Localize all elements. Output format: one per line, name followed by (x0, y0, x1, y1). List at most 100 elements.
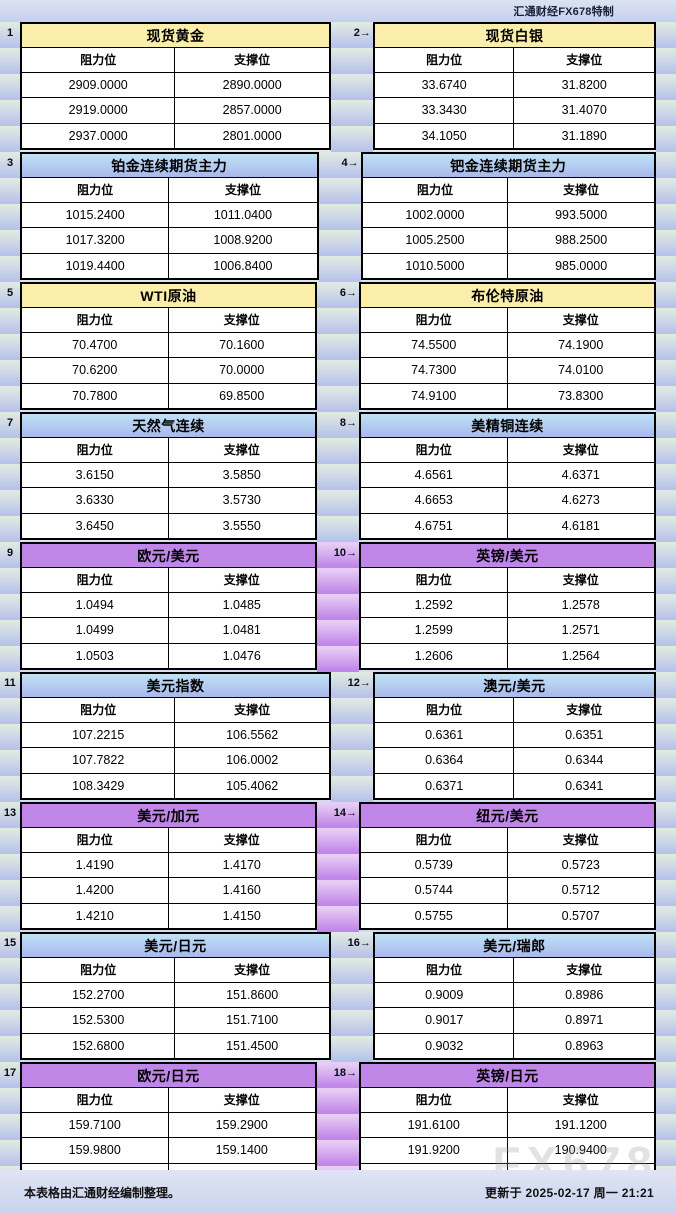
resistance-value: 0.6361 (375, 723, 515, 748)
resistance-column-header: 阻力位 (375, 698, 515, 722)
levels-body: 0.5739 0.5723 0.5744 0.5712 0.5755 0.5707 (361, 853, 654, 928)
row-number-gutter-right (656, 1062, 676, 1192)
instrument-card: 纽元/美元 阻力位 支撑位 0.5739 0.5723 0.5744 0.5712 0.575… (359, 802, 656, 930)
table-row: 4.6751 4.6181 (361, 513, 654, 538)
table-row: 74.7300 74.0100 (361, 358, 654, 384)
support-column-header: 支撑位 (566, 703, 603, 717)
support-value: 151.7100 (226, 1013, 279, 1028)
levels-body: 1.2592 1.2578 1.2599 1.2571 1.2606 1.2564 (361, 593, 654, 668)
resistance-column-header: 阻力位 (375, 48, 515, 72)
row-number-label: 4→ (341, 157, 359, 169)
row-number-label: 7 (6, 417, 14, 429)
resistance-column-header: 阻力位 (361, 568, 508, 592)
block-row: 7 天然气连续 阻力位 支撑位 3.6150 3.5850 3.6330 3.5730 3.64… (0, 412, 676, 542)
support-column-header: 支撑位 (563, 183, 600, 197)
resistance-column-header: 阻力位 (363, 178, 509, 202)
levels-body: 1.0494 1.0485 1.0499 1.0481 1.0503 1.0476 (22, 593, 315, 668)
support-value: 2801.0000 (222, 128, 282, 143)
levels-body: 1002.0000 993.5000 1005.2500 988.2500 1010.5… (362, 203, 654, 278)
levels-body: 0.9009 0.8986 0.9017 0.8971 0.9032 0.8963 (374, 983, 654, 1058)
levels-body: 33.6740 31.8200 33.3430 31.4070 34.1050 31.18… (374, 73, 654, 148)
table-row: 70.4700 70.1600 (22, 333, 315, 359)
row-number-gutter-left: 17 (0, 1062, 20, 1192)
table-row: 1.0499 1.0481 (22, 618, 315, 644)
table-row: 159.7100 159.2900 (22, 1113, 315, 1139)
support-value: 0.6341 (565, 778, 604, 793)
column-header-row: 阻力位 支撑位 (362, 178, 654, 203)
support-value: 151.4500 (226, 1038, 279, 1053)
instrument-title: 澳元/美元 (374, 674, 654, 698)
support-value: 70.0000 (219, 363, 265, 378)
support-value: 159.1400 (215, 1143, 268, 1158)
support-value: 0.8963 (565, 1038, 604, 1053)
support-column-header: 支撑位 (566, 53, 603, 67)
resistance-value: 74.9100 (361, 383, 508, 408)
instrument-title: 美元/日元 (22, 934, 329, 958)
resistance-value: 1015.2400 (22, 203, 170, 228)
resistance-value: 1010.5000 (363, 253, 509, 278)
table-row: 107.2215 106.5562 (22, 723, 329, 749)
table-row: 2909.0000 2890.0000 (22, 73, 329, 99)
column-header-row: 阻力位 支撑位 (22, 828, 315, 853)
table-row: 34.1050 31.1890 (375, 123, 654, 148)
resistance-value: 191.6100 (361, 1113, 508, 1138)
table-row: 0.6371 0.6341 (375, 773, 654, 798)
support-value: 1.2564 (561, 648, 600, 663)
resistance-value: 0.6364 (375, 748, 515, 773)
resistance-value: 152.6800 (22, 1033, 176, 1058)
table-row: 0.6364 0.6344 (374, 748, 654, 774)
resistance-column-header: 阻力位 (22, 1088, 169, 1112)
row-number-gutter-middle: 14→ (317, 802, 359, 932)
table-row: 191.6100 191.1200 (361, 1113, 654, 1139)
support-value: 74.1900 (558, 338, 604, 353)
table-row: 74.9100 73.8300 (361, 383, 654, 408)
resistance-value: 70.6200 (22, 358, 169, 383)
table-row: 0.6361 0.6351 (374, 723, 654, 749)
support-value: 190.9400 (554, 1143, 607, 1158)
column-header-row: 阻力位 支撑位 (361, 568, 654, 593)
row-number-label: 2→ (353, 27, 371, 39)
row-number-gutter-right (656, 932, 676, 1062)
support-value: 0.6344 (565, 753, 604, 768)
support-column-header: 支撑位 (234, 963, 271, 977)
support-value: 4.6181 (561, 518, 600, 533)
resistance-value: 3.6450 (22, 513, 169, 538)
table-row: 70.7800 69.8500 (22, 383, 315, 408)
row-number-label: 1 (6, 27, 14, 39)
table-row: 1.4200 1.4160 (22, 878, 315, 904)
levels-body: 74.5500 74.1900 74.7300 74.0100 74.9100 73.83… (361, 333, 654, 408)
column-header-row: 阻力位 支撑位 (22, 1088, 315, 1113)
resistance-value: 191.9200 (361, 1138, 508, 1163)
resistance-value: 1019.4400 (22, 253, 170, 278)
row-number-label: 13 (3, 807, 17, 819)
row-number-gutter-left: 15 (0, 932, 20, 1062)
support-value: 1.4150 (222, 908, 261, 923)
block-row: 9 欧元/美元 阻力位 支撑位 1.0494 1.0485 1.0499 1.0481 1.05… (0, 542, 676, 672)
support-column-header: 支撑位 (234, 703, 271, 717)
support-value: 1011.0400 (213, 208, 273, 223)
resistance-value: 2919.0000 (22, 98, 176, 123)
table-row: 1017.3200 1008.9200 (22, 228, 317, 254)
table-row: 0.9017 0.8971 (374, 1008, 654, 1034)
resistance-value: 107.2215 (22, 723, 176, 748)
support-column-header: 支撑位 (562, 313, 599, 327)
column-header-row: 阻力位 支撑位 (374, 48, 654, 73)
table-row: 1.2599 1.2571 (361, 618, 654, 644)
resistance-column-header: 阻力位 (361, 1088, 508, 1112)
table-row: 70.6200 70.0000 (22, 358, 315, 384)
table-row: 152.5300 151.7100 (22, 1008, 329, 1034)
support-value: 106.5562 (226, 728, 279, 743)
row-number-gutter-left: 3 (0, 152, 20, 282)
row-number-label: 6→ (339, 287, 357, 299)
support-value: 1.4170 (222, 858, 261, 873)
resistance-value: 33.3430 (375, 98, 515, 123)
resistance-value: 1002.0000 (363, 203, 509, 228)
row-number-gutter-middle: 10→ (317, 542, 359, 672)
levels-body: 70.4700 70.1600 70.6200 70.0000 70.7800 69.85… (22, 333, 315, 408)
table-row: 3.6330 3.5730 (22, 488, 315, 514)
table-row: 1010.5000 985.0000 (363, 253, 654, 278)
row-number-gutter-left: 7 (0, 412, 20, 542)
instrument-card: 美元/瑞郎 阻力位 支撑位 0.9009 0.8986 0.9017 0.8971 0.903… (372, 932, 656, 1060)
support-column-header: 支撑位 (224, 183, 261, 197)
levels-body: 1015.2400 1011.0400 1017.3200 1008.9200 1019… (22, 203, 317, 278)
